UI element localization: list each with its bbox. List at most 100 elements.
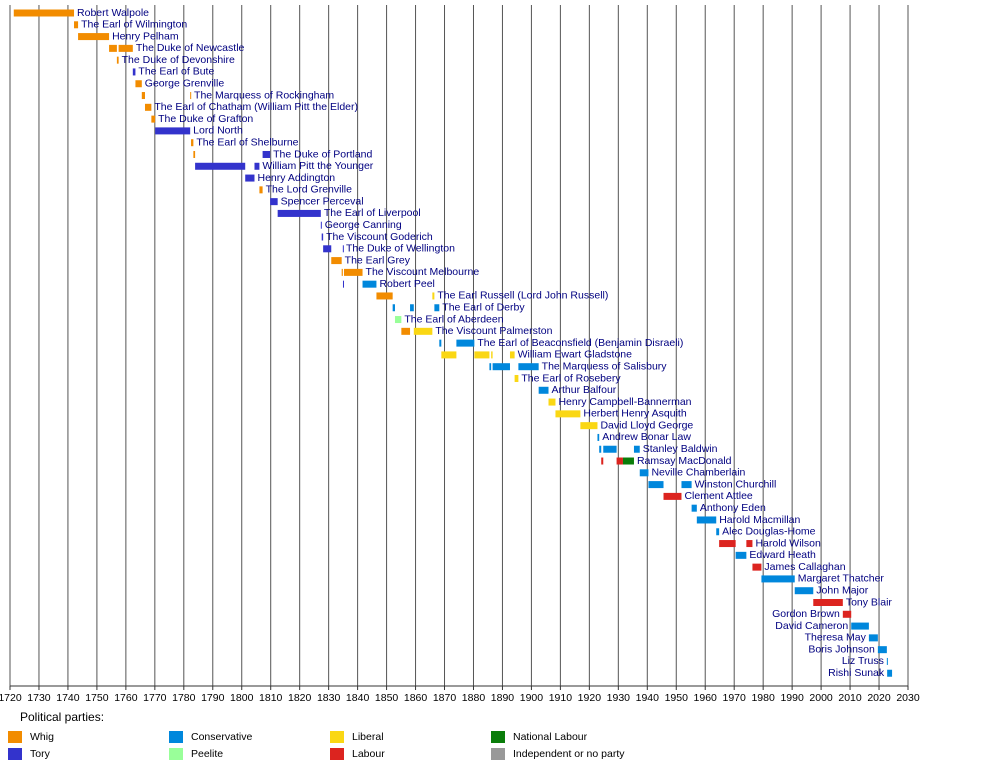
legend-label: Conservative [191,731,252,743]
pm-name: The Earl of Wilmington [81,19,187,31]
pm-name: David Cameron [775,620,848,632]
legend-title: Political parties: [20,710,104,724]
x-tick-label: 2030 [896,692,920,704]
term-bar [394,316,402,324]
pm-name: The Earl of Aberdeen [404,313,503,325]
pm-name: Arthur Balfour [552,384,617,396]
x-tick-label: 1830 [317,692,341,704]
term-bar [74,21,79,29]
term-bar [474,351,490,359]
x-tick-label: 1980 [751,692,775,704]
legend-label: Peelite [191,748,223,760]
pm-name: The Duke of Portland [273,148,372,160]
pm-name: Rishi Sunak [828,667,885,679]
x-tick-label: 2010 [838,692,862,704]
term-bar [851,622,869,630]
term-bar [109,44,117,52]
pm-name: The Marquess of Salisbury [542,360,668,372]
pm-name: Robert Walpole [77,7,149,19]
pm-name: Harold Macmillan [719,514,800,526]
term-bar [633,445,640,453]
term-bar [492,363,510,371]
term-bar [331,257,342,265]
pm-name: Stanley Baldwin [643,443,718,455]
term-bar [622,457,634,465]
pm-name: James Callaghan [764,561,845,573]
pm-name: The Earl of Beaconsfield (Benjamin Disra… [477,337,683,349]
legend-swatch [169,748,183,760]
pm-name: The Earl of Rosebery [521,372,621,384]
x-tick-label: 1890 [491,692,515,704]
pm-name: The Duke of Wellington [346,243,455,255]
term-bar [538,386,549,394]
x-tick-label: 2020 [867,692,891,704]
pm-name: Clement Attlee [684,490,752,502]
x-tick-label: 1910 [549,692,573,704]
pm-name: The Earl of Derby [442,302,525,314]
term-bar [341,268,343,276]
term-bar [78,33,110,41]
term-bar [118,44,133,52]
x-tick-label: 1750 [85,692,109,704]
term-bar [491,351,493,359]
term-bar [342,245,344,253]
legend-label: Whig [30,731,54,743]
pm-name: Henry Pelham [112,30,179,42]
pm-name: Harold Wilson [755,537,821,549]
pm-name: Margaret Thatcher [798,573,885,585]
term-bar [155,127,191,135]
pm-name: Winston Churchill [695,478,777,490]
x-tick-label: 1970 [723,692,747,704]
term-bar [323,245,332,253]
pm-name: Lord North [193,125,243,137]
pm-name: Andrew Bonar Law [602,431,691,443]
x-tick-label: 1720 [0,692,22,704]
term-bar [441,351,457,359]
term-bar [746,540,753,548]
term-bar [597,433,600,441]
x-tick-label: 1850 [375,692,399,704]
term-bar [151,115,156,123]
pm-name: Edward Heath [749,549,816,561]
term-bar [13,9,75,17]
pm-name: William Pitt the Younger [262,160,373,172]
term-bar [376,292,393,300]
x-tick-label: 1810 [259,692,283,704]
x-tick-label: 1840 [346,692,370,704]
term-bar [681,481,692,489]
x-tick-label: 1740 [56,692,80,704]
x-tick-label: 1790 [201,692,225,704]
pm-name: Gordon Brown [772,608,840,620]
legend-label: Labour [352,748,385,760]
term-bar [141,92,145,100]
x-tick-label: 1880 [462,692,486,704]
term-bar [392,304,395,312]
x-tick-label: 1960 [694,692,718,704]
term-bar [254,162,260,170]
x-tick-label: 1860 [404,692,428,704]
term-bar [259,186,263,194]
term-bar [135,80,142,88]
term-bar [616,457,623,465]
pm-name: The Earl Grey [345,254,411,266]
term-bar [842,610,852,618]
term-bar [696,516,717,524]
term-bar [439,339,442,347]
pm-name: The Earl of Bute [138,66,214,78]
term-bar [116,56,119,64]
pm-name: George Canning [325,219,402,231]
pm-name: Alec Douglas-Home [722,526,816,538]
term-bar [190,92,192,100]
legend-swatch [491,748,505,760]
x-tick-label: 1760 [114,692,138,704]
pm-name: David Lloyd George [600,419,693,431]
pm-name: John Major [816,584,868,596]
pm-name: The Earl of Liverpool [324,207,421,219]
legend-label: Tory [30,748,51,760]
term-bar [321,233,324,241]
x-tick-label: 1990 [780,692,804,704]
term-bar [877,646,887,654]
term-bar [752,563,762,571]
term-bar [761,575,795,583]
